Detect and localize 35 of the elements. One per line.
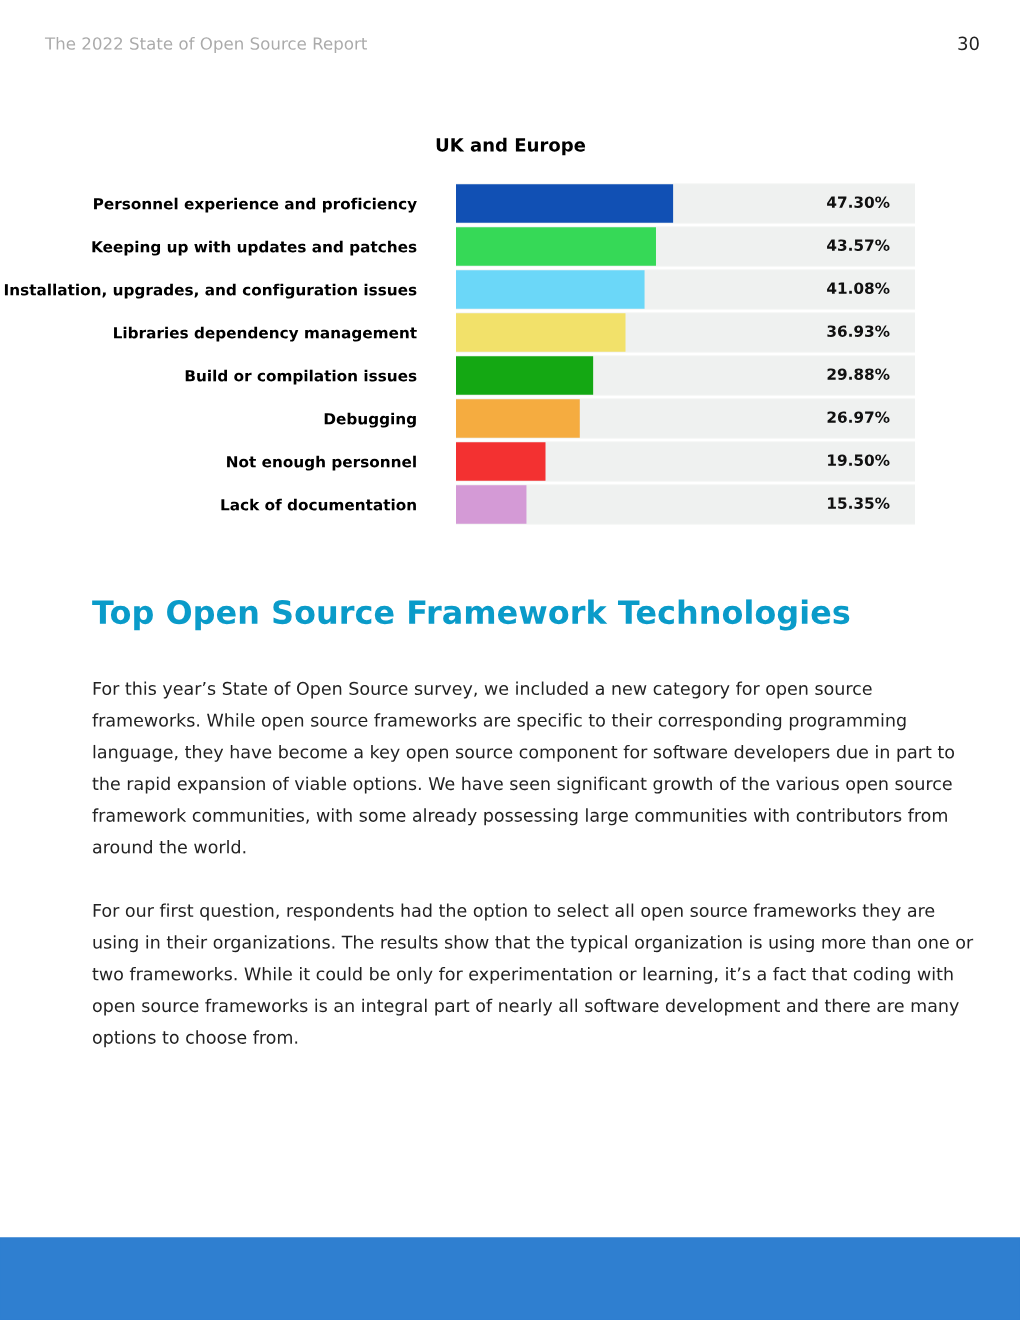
chart-title: UK and Europe [436, 137, 586, 156]
bar [456, 356, 594, 395]
text: language, they have become a key open source component for software developers due in part to [93, 744, 955, 762]
y-tick-label: Not enough personnel [227, 455, 416, 471]
data-label: 41.08% [827, 282, 890, 294]
y-tick-label: Lack of documentation [221, 498, 416, 511]
y-tick-label: Installation, upgrades, and configuration issues [4, 283, 417, 299]
bar [456, 442, 546, 481]
text: using in their organizations. The results show that the typical organization is using more than one or [93, 935, 974, 953]
bar [456, 399, 580, 438]
bar [456, 485, 527, 524]
text: the rapid expansion of viable options. We have seen significant growth of the various open source [92, 776, 952, 794]
data-label: 29.88% [827, 368, 890, 380]
y-tick-label: Debugging [324, 412, 416, 428]
text: 30 [958, 36, 979, 51]
data-label: 47.30% [827, 196, 890, 208]
data-label: 15.35% [828, 497, 890, 509]
text: Top Open Source Framework Technologies [92, 599, 850, 631]
y-tick-label: Personnel experience and proficiency [94, 197, 417, 213]
text: For our first question, respondents had the option to select all open source frameworks they are [93, 903, 935, 921]
text: frameworks. While open source frameworks are specific to their corresponding programming [92, 713, 906, 731]
text: The 2022 State of Open Source Report [44, 36, 367, 54]
y-tick-label: Libraries dependency management [114, 326, 417, 342]
text: around the world. [93, 840, 246, 854]
data-label: 19.50% [828, 454, 890, 466]
y-tick-label: Build or compilation issues [185, 369, 417, 385]
data-label: 26.97% [827, 411, 890, 423]
text: options to choose from. [92, 1030, 298, 1048]
text: framework communities, with some already possessing large communities with contributors from [92, 808, 947, 826]
text: For this year’s State of Open Source survey, we included a new category for open source [93, 681, 872, 699]
text: two frameworks. While it could be only for experimentation or learning, it’s a fact that coding with [92, 966, 953, 984]
y-tick-label: Keeping up with updates and patches [92, 240, 417, 256]
text: open source frameworks is an integral part of nearly all software development and there are many [92, 998, 959, 1016]
data-label: 43.57% [827, 239, 890, 251]
data-label: 36.93% [827, 325, 890, 337]
